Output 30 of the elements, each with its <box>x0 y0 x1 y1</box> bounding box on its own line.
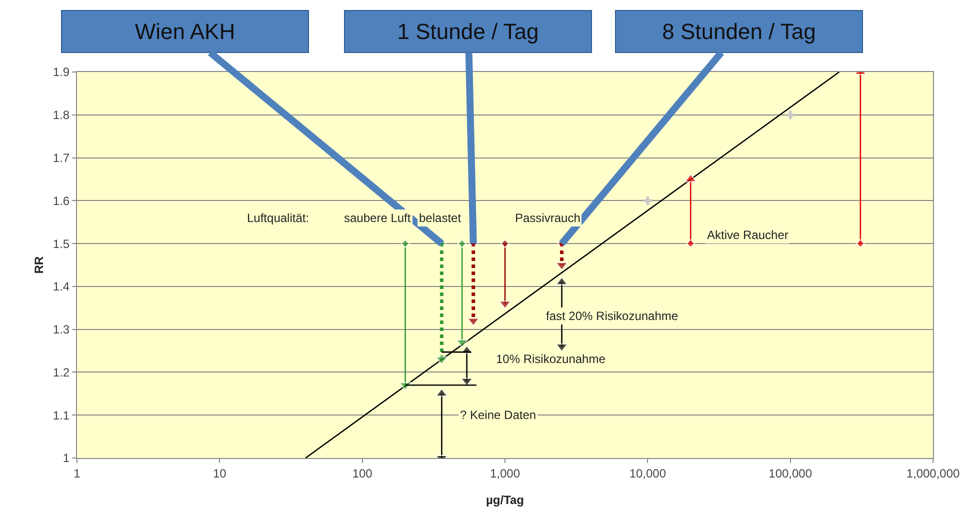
x-tick-label: 10,000 <box>629 466 666 480</box>
y-tick-label: 1.7 <box>52 150 70 165</box>
annotation: Aktive Raucher <box>707 228 788 242</box>
annotation: 1 Stunde / Tag <box>397 19 539 44</box>
y-tick-label: 1.3 <box>52 322 70 337</box>
annotation: 8 Stunden / Tag <box>662 19 816 44</box>
y-tick-label: 1.4 <box>52 280 70 294</box>
x-tick-label: 10 <box>212 466 227 480</box>
y-tick-label: 1.5 <box>52 236 70 251</box>
x-tick-label: 100 <box>352 466 373 480</box>
x-axis-title: µg/Tag <box>486 493 524 507</box>
annotation: Passivrauch <box>515 211 580 225</box>
annotation: Wien AKH <box>134 19 236 44</box>
annotation: fast 20% Risikozunahme <box>546 309 678 323</box>
annotation: ? Keine Daten <box>460 408 536 422</box>
annotation: belastet <box>419 211 462 225</box>
y-tick-label: 1.9 <box>52 65 70 80</box>
x-tick-label: 1,000 <box>490 466 520 480</box>
y-axis-title: RR <box>32 256 46 274</box>
x-tick-label: 100,000 <box>768 466 812 480</box>
annotation: Luftqualität: <box>247 211 310 225</box>
annotation: 10% Risikozunahme <box>496 352 606 366</box>
x-tick-label: 1,000,000 <box>906 466 960 480</box>
y-tick-label: 1.2 <box>52 365 70 380</box>
annotation: saubere Luft <box>344 211 412 225</box>
y-tick-label: 1 <box>62 451 70 466</box>
x-tick-label: 1 <box>74 466 81 480</box>
y-tick-label: 1.1 <box>52 408 70 422</box>
y-tick-label: 1.8 <box>52 108 70 122</box>
y-tick-label: 1.6 <box>52 194 70 208</box>
